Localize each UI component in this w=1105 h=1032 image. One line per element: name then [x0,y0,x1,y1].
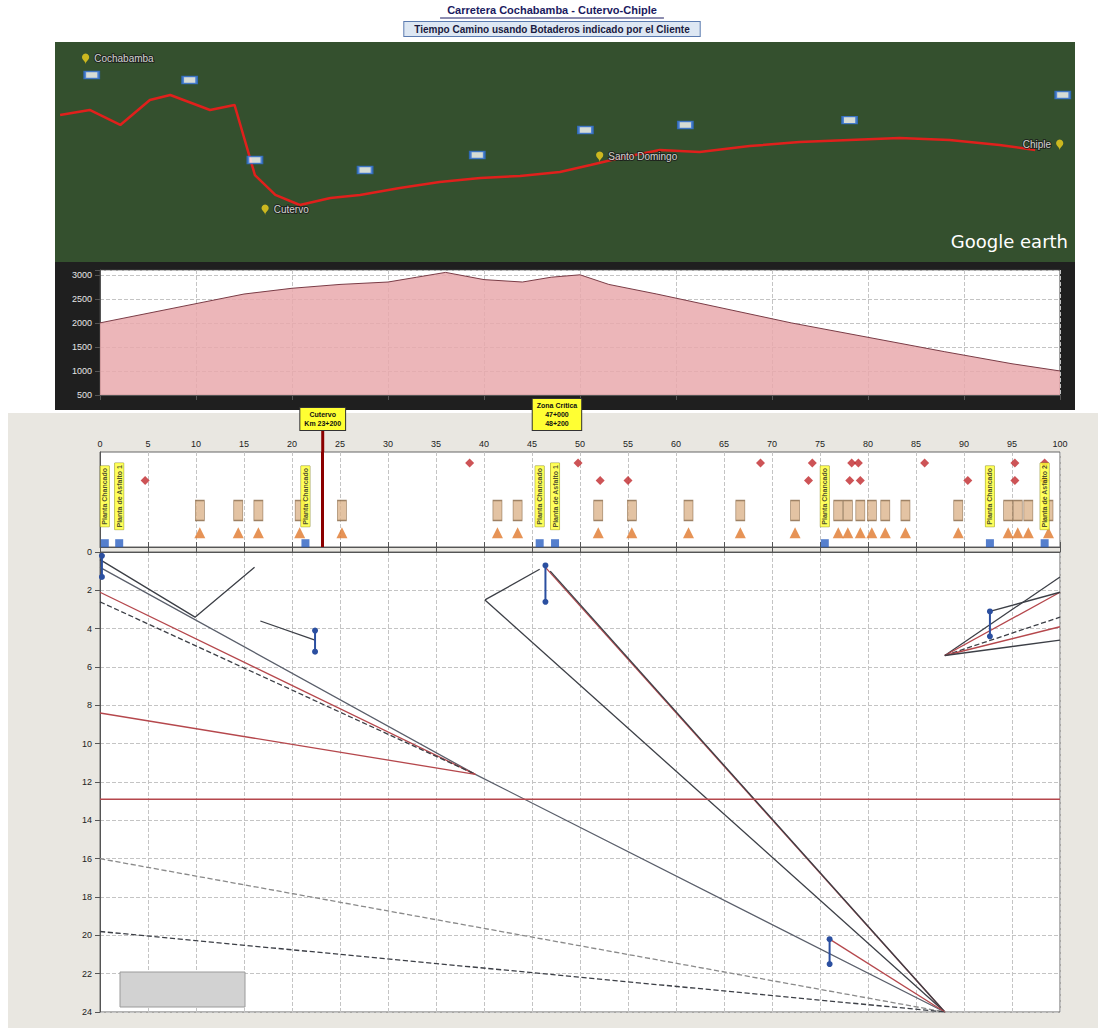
svg-text:25: 25 [335,439,345,449]
svg-text:Cutervo: Cutervo [309,411,335,418]
svg-text:45: 45 [527,439,537,449]
svg-text:0: 0 [87,547,92,557]
svg-text:24: 24 [82,1007,92,1017]
svg-text:Km 23+200: Km 23+200 [304,420,341,427]
svg-text:1500: 1500 [72,342,92,352]
svg-text:5: 5 [145,439,150,449]
svg-text:4: 4 [87,624,92,634]
svg-text:20: 20 [82,930,92,940]
svg-text:Planta Chancado: Planta Chancado [536,468,543,525]
svg-text:Planta de Asfalto 2: Planta de Asfalto 2 [1041,465,1048,527]
svg-text:16: 16 [82,854,92,864]
svg-text:3000: 3000 [72,270,92,280]
svg-text:95: 95 [1007,439,1017,449]
svg-text:48+200: 48+200 [545,420,569,427]
svg-text:0: 0 [97,439,102,449]
svg-text:35: 35 [431,439,441,449]
svg-text:22: 22 [82,969,92,979]
svg-text:Cutervo: Cutervo [274,204,309,215]
svg-text:Tiempo Camino usando Botaderos: Tiempo Camino usando Botaderos indicado … [414,24,690,35]
svg-text:14: 14 [82,815,92,825]
svg-text:Planta Chancado: Planta Chancado [821,468,828,525]
svg-text:Planta de Asfalto 1: Planta de Asfalto 1 [552,465,559,527]
svg-text:Chiple: Chiple [1023,139,1052,150]
svg-text:80: 80 [863,439,873,449]
svg-text:55: 55 [623,439,633,449]
svg-text:47+000: 47+000 [545,411,569,418]
svg-text:Zona Crítica: Zona Crítica [537,402,578,409]
svg-text:Carretera Cochabamba - Cutervo: Carretera Cochabamba - Cutervo-Chiple [447,4,657,16]
svg-text:Planta Chancado: Planta Chancado [302,468,309,525]
svg-text:Planta de Asfalto 1: Planta de Asfalto 1 [116,465,123,527]
svg-text:20: 20 [287,439,297,449]
svg-text:30: 30 [383,439,393,449]
svg-text:100: 100 [1052,439,1067,449]
svg-text:Planta Chancado: Planta Chancado [101,468,108,525]
svg-text:2: 2 [87,585,92,595]
svg-text:70: 70 [767,439,777,449]
svg-text:10: 10 [191,439,201,449]
svg-text:Google earth: Google earth [951,231,1068,252]
svg-text:6: 6 [87,662,92,672]
svg-text:Planta Chancado: Planta Chancado [986,468,993,525]
svg-text:90: 90 [959,439,969,449]
svg-text:8: 8 [87,700,92,710]
svg-text:12: 12 [82,777,92,787]
svg-text:15: 15 [239,439,249,449]
svg-text:60: 60 [671,439,681,449]
svg-text:65: 65 [719,439,729,449]
svg-text:2500: 2500 [72,294,92,304]
svg-text:75: 75 [815,439,825,449]
svg-text:85: 85 [911,439,921,449]
svg-text:10: 10 [82,739,92,749]
svg-text:Cochabamba: Cochabamba [94,53,154,64]
svg-text:500: 500 [77,390,92,400]
svg-text:40: 40 [479,439,489,449]
svg-text:18: 18 [82,892,92,902]
svg-text:1000: 1000 [72,366,92,376]
svg-text:2000: 2000 [72,318,92,328]
svg-text:50: 50 [575,439,585,449]
svg-text:Santo Domingo: Santo Domingo [608,151,677,162]
